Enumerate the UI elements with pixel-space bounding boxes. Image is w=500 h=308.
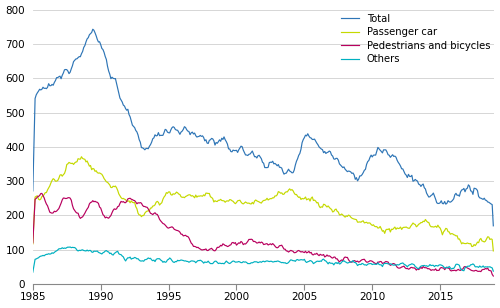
Others [490, 269, 496, 273]
Pedestrians and bicycles [169, 225, 175, 229]
Total [368, 153, 374, 157]
Others [30, 270, 36, 274]
Others [169, 259, 175, 262]
Others [286, 259, 292, 263]
Passenger car [286, 187, 292, 191]
Pedestrians and bicycles [354, 259, 360, 263]
Legend: Total, Passenger car, Pedestrians and bicycles, Others: Total, Passenger car, Pedestrians and bi… [339, 12, 492, 66]
Passenger car [78, 155, 84, 159]
Total [490, 224, 496, 228]
Passenger car [490, 249, 496, 253]
Total [169, 126, 175, 130]
Pedestrians and bicycles [368, 259, 374, 263]
Passenger car [169, 193, 175, 197]
Passenger car [368, 223, 374, 226]
Others [185, 260, 191, 263]
Line: Pedestrians and bicycles: Pedestrians and bicycles [33, 193, 494, 276]
Others [368, 262, 374, 265]
Others [67, 245, 73, 249]
Line: Total: Total [33, 29, 494, 226]
Passenger car [30, 242, 36, 246]
Passenger car [445, 230, 451, 233]
Pedestrians and bicycles [39, 192, 45, 195]
Passenger car [354, 220, 360, 224]
Pedestrians and bicycles [286, 249, 292, 253]
Pedestrians and bicycles [445, 266, 451, 270]
Others [354, 264, 360, 267]
Total [286, 169, 292, 173]
Line: Passenger car: Passenger car [33, 157, 494, 251]
Others [445, 266, 451, 270]
Line: Others: Others [33, 247, 494, 272]
Pedestrians and bicycles [185, 235, 191, 238]
Total [90, 27, 96, 31]
Total [185, 129, 191, 133]
Total [30, 189, 36, 193]
Pedestrians and bicycles [490, 274, 496, 278]
Passenger car [185, 193, 191, 197]
Total [445, 199, 451, 202]
Total [354, 179, 360, 183]
Pedestrians and bicycles [30, 241, 36, 245]
